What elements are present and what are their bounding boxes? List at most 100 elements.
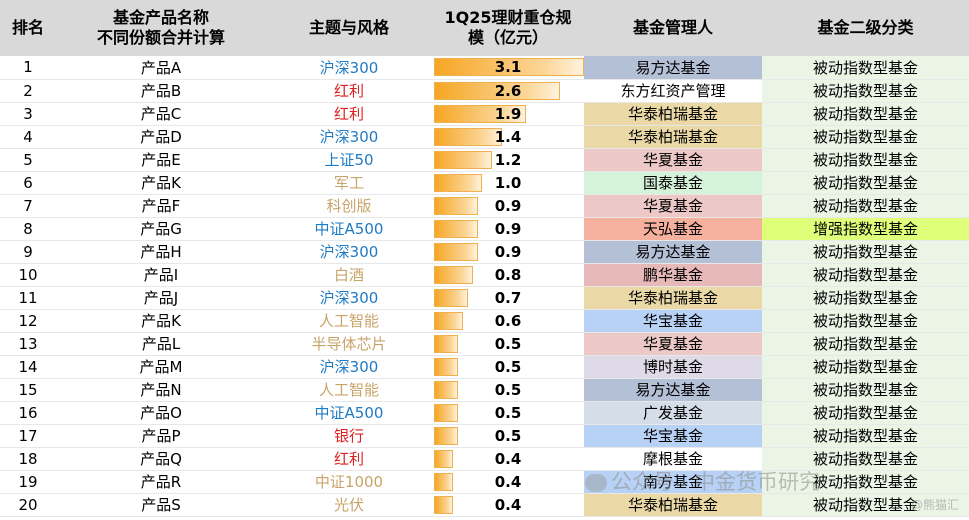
scale-bar bbox=[434, 219, 478, 238]
theme-cell: 沪深300 bbox=[266, 56, 432, 80]
rank-cell: 14 bbox=[0, 355, 56, 379]
scale-cell: 0.9 bbox=[432, 217, 584, 241]
rank-cell: 6 bbox=[0, 171, 56, 195]
rank-cell: 11 bbox=[0, 286, 56, 310]
rank-cell: 10 bbox=[0, 263, 56, 287]
theme-cell: 沪深300 bbox=[266, 355, 432, 379]
scale-value: 3.1 bbox=[494, 58, 522, 77]
theme-cell: 沪深300 bbox=[266, 286, 432, 310]
fund-name-cell: 产品S bbox=[56, 493, 266, 517]
rank-cell: 12 bbox=[0, 309, 56, 333]
theme-cell: 红利 bbox=[266, 79, 432, 103]
rank-cell: 1 bbox=[0, 56, 56, 80]
table-row: 14 产品M 沪深300 0.5 博时基金 被动指数型基金 bbox=[0, 355, 969, 379]
manager-cell: 博时基金 bbox=[584, 355, 762, 379]
scale-bar bbox=[434, 380, 458, 399]
fund-name-cell: 产品E bbox=[56, 148, 266, 172]
theme-cell: 中证A500 bbox=[266, 217, 432, 241]
rank-cell: 13 bbox=[0, 332, 56, 356]
fund-name-cell: 产品O bbox=[56, 401, 266, 425]
header-theme: 主题与风格 bbox=[266, 0, 432, 56]
header-row: 排名 基金产品名称 不同份额合并计算 主题与风格 1Q25理财重仓规 模（亿元） 基… bbox=[0, 0, 969, 56]
manager-cell: 华夏基金 bbox=[584, 148, 762, 172]
table-row: 8 产品G 中证A500 0.9 天弘基金 增强指数型基金 bbox=[0, 217, 969, 241]
scale-cell: 1.0 bbox=[432, 171, 584, 195]
fund-name-cell: 产品Q bbox=[56, 447, 266, 471]
manager-cell: 广发基金 bbox=[584, 401, 762, 425]
manager-cell: 易方达基金 bbox=[584, 56, 762, 80]
theme-cell: 光伏 bbox=[266, 493, 432, 517]
scale-value: 1.2 bbox=[494, 150, 522, 169]
fund-name-cell: 产品N bbox=[56, 378, 266, 402]
scale-cell: 0.6 bbox=[432, 309, 584, 333]
category-cell: 被动指数型基金 bbox=[762, 194, 969, 218]
rank-cell: 17 bbox=[0, 424, 56, 448]
scale-value: 0.8 bbox=[494, 265, 522, 284]
category-cell: 被动指数型基金 bbox=[762, 493, 969, 517]
fund-name-cell: 产品G bbox=[56, 217, 266, 241]
fund-name-cell: 产品M bbox=[56, 355, 266, 379]
theme-cell: 白酒 bbox=[266, 263, 432, 287]
rank-cell: 8 bbox=[0, 217, 56, 241]
scale-bar bbox=[434, 150, 492, 169]
scale-value: 0.5 bbox=[494, 426, 522, 445]
scale-cell: 0.5 bbox=[432, 355, 584, 379]
category-cell: 被动指数型基金 bbox=[762, 263, 969, 287]
fund-name-cell: 产品I bbox=[56, 263, 266, 287]
scale-bar bbox=[434, 81, 560, 100]
fund-name-cell: 产品K bbox=[56, 309, 266, 333]
scale-bar bbox=[434, 173, 482, 192]
category-cell: 被动指数型基金 bbox=[762, 470, 969, 494]
scale-cell: 1.4 bbox=[432, 125, 584, 149]
scale-value: 0.9 bbox=[494, 219, 522, 238]
scale-cell: 0.5 bbox=[432, 401, 584, 425]
manager-cell: 华泰柏瑞基金 bbox=[584, 493, 762, 517]
category-cell: 被动指数型基金 bbox=[762, 171, 969, 195]
scale-cell: 0.9 bbox=[432, 194, 584, 218]
scale-value: 0.4 bbox=[494, 472, 522, 491]
rank-cell: 2 bbox=[0, 79, 56, 103]
category-cell: 被动指数型基金 bbox=[762, 56, 969, 80]
fund-name-cell: 产品P bbox=[56, 424, 266, 448]
theme-cell: 半导体芯片 bbox=[266, 332, 432, 356]
fund-name-cell: 产品K bbox=[56, 171, 266, 195]
theme-cell: 科创版 bbox=[266, 194, 432, 218]
scale-value: 1.9 bbox=[494, 104, 522, 123]
category-cell: 被动指数型基金 bbox=[762, 240, 969, 264]
fund-name-cell: 产品C bbox=[56, 102, 266, 126]
category-cell: 被动指数型基金 bbox=[762, 424, 969, 448]
scale-bar bbox=[434, 495, 453, 514]
scale-cell: 0.4 bbox=[432, 447, 584, 471]
theme-cell: 人工智能 bbox=[266, 309, 432, 333]
table-row: 5 产品E 上证50 1.2 华夏基金 被动指数型基金 bbox=[0, 148, 969, 172]
table-row: 18 产品Q 红利 0.4 摩根基金 被动指数型基金 bbox=[0, 447, 969, 471]
fund-name-cell: 产品H bbox=[56, 240, 266, 264]
scale-value: 0.7 bbox=[494, 288, 522, 307]
header-category: 基金二级分类 bbox=[762, 0, 969, 56]
scale-cell: 2.6 bbox=[432, 79, 584, 103]
scale-value: 1.0 bbox=[494, 173, 522, 192]
fund-name-cell: 产品J bbox=[56, 286, 266, 310]
scale-bar bbox=[434, 357, 458, 376]
rank-cell: 9 bbox=[0, 240, 56, 264]
manager-cell: 华宝基金 bbox=[584, 309, 762, 333]
category-cell: 被动指数型基金 bbox=[762, 125, 969, 149]
category-cell: 被动指数型基金 bbox=[762, 447, 969, 471]
manager-cell: 华泰柏瑞基金 bbox=[584, 286, 762, 310]
category-cell: 被动指数型基金 bbox=[762, 102, 969, 126]
rank-cell: 3 bbox=[0, 102, 56, 126]
header-manager: 基金管理人 bbox=[584, 0, 762, 56]
scale-cell: 0.5 bbox=[432, 424, 584, 448]
scale-cell: 0.5 bbox=[432, 332, 584, 356]
table-row: 6 产品K 军工 1.0 国泰基金 被动指数型基金 bbox=[0, 171, 969, 195]
fund-name-cell: 产品R bbox=[56, 470, 266, 494]
table-row: 17 产品P 银行 0.5 华宝基金 被动指数型基金 bbox=[0, 424, 969, 448]
theme-cell: 军工 bbox=[266, 171, 432, 195]
header-scale: 1Q25理财重仓规 模（亿元） bbox=[432, 0, 584, 56]
category-cell: 被动指数型基金 bbox=[762, 355, 969, 379]
fund-name-cell: 产品F bbox=[56, 194, 266, 218]
scale-cell: 0.7 bbox=[432, 286, 584, 310]
scale-bar bbox=[434, 334, 458, 353]
category-cell: 增强指数型基金 bbox=[762, 217, 969, 241]
